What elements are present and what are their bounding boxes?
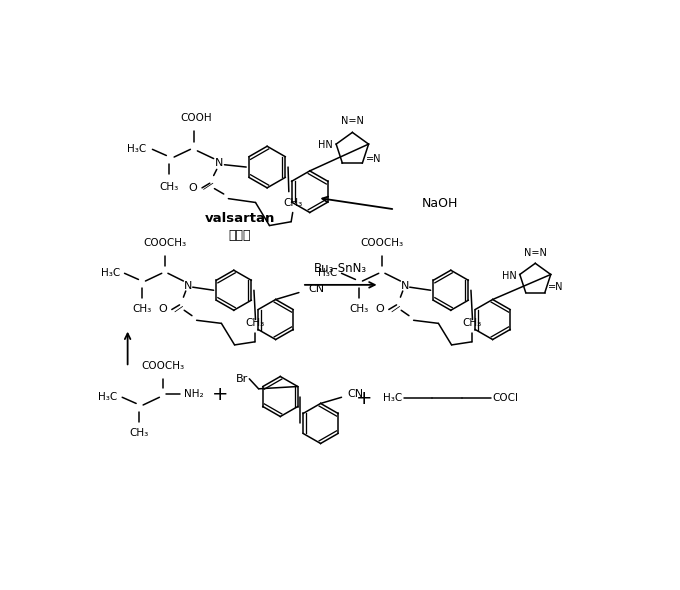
Text: COCl: COCl	[492, 393, 519, 403]
Text: COOCH₃: COOCH₃	[360, 238, 403, 248]
Text: H₃C: H₃C	[101, 268, 120, 278]
Text: N=N: N=N	[524, 248, 547, 258]
Text: H₃C: H₃C	[127, 145, 146, 155]
Text: CH₃: CH₃	[462, 318, 481, 328]
Text: HN: HN	[502, 271, 517, 281]
Text: N: N	[184, 281, 192, 291]
Text: COOCH₃: COOCH₃	[143, 238, 186, 248]
Text: COOH: COOH	[180, 113, 211, 123]
Text: +: +	[212, 385, 229, 404]
Text: CH₃: CH₃	[160, 182, 179, 192]
Text: NH₂: NH₂	[184, 389, 204, 399]
Text: Bu₃-SnN₃: Bu₃-SnN₃	[314, 262, 367, 275]
Text: N: N	[401, 281, 409, 291]
Text: COOCH₃: COOCH₃	[141, 361, 184, 371]
Text: CH₃: CH₃	[132, 304, 151, 314]
Text: H₃C: H₃C	[99, 392, 118, 402]
Text: H₃C: H₃C	[384, 393, 403, 403]
Text: N=N: N=N	[341, 116, 364, 126]
Text: valsartan: valsartan	[205, 212, 275, 225]
Text: NaOH: NaOH	[422, 196, 458, 209]
Text: O: O	[375, 304, 384, 314]
Text: O: O	[158, 304, 167, 314]
Text: HN: HN	[318, 140, 333, 150]
Text: CN: CN	[347, 389, 364, 399]
Text: CH₃: CH₃	[130, 428, 149, 438]
Text: CH₃: CH₃	[349, 304, 368, 314]
Text: +: +	[356, 389, 372, 408]
Text: =N: =N	[367, 153, 382, 163]
Text: H₃C: H₃C	[318, 268, 337, 278]
Text: CH₃: CH₃	[245, 318, 265, 328]
Text: N: N	[215, 158, 223, 168]
Text: CH₃: CH₃	[283, 198, 303, 208]
Text: 缬沙坦: 缬沙坦	[228, 229, 251, 242]
Text: =N: =N	[549, 282, 564, 292]
Text: O: O	[188, 183, 197, 193]
Text: Br: Br	[235, 374, 248, 384]
Text: CN: CN	[308, 284, 324, 294]
